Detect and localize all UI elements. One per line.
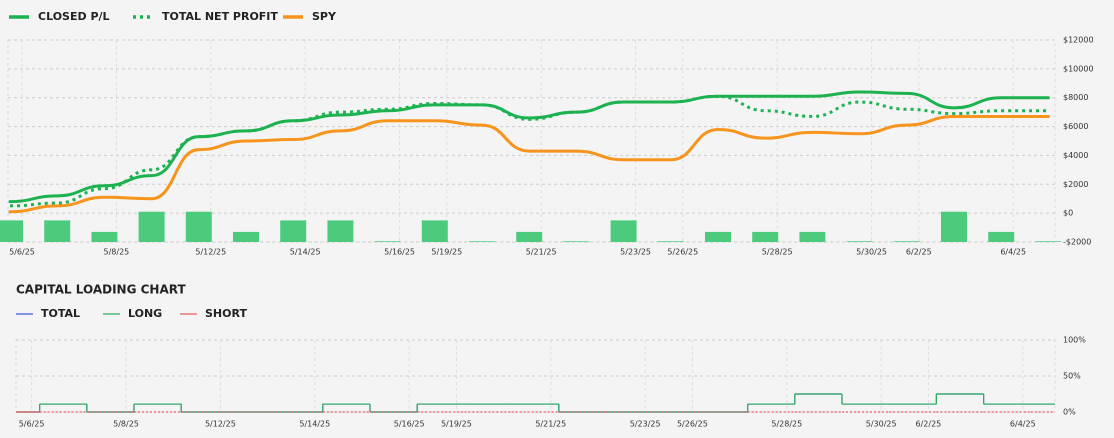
series-line — [9, 94, 1049, 208]
x-tick-label: 5/19/25 — [441, 420, 472, 429]
bar — [941, 211, 967, 242]
x-tick-label: 6/2/25 — [916, 420, 942, 429]
x-tick-label: 6/4/25 — [1010, 420, 1036, 429]
bar — [421, 220, 448, 242]
bar — [469, 241, 495, 242]
bar — [846, 241, 873, 242]
y-tick-label: 0% — [1063, 408, 1076, 417]
y-tick-label: $4000 — [1063, 151, 1088, 160]
legend-label: CLOSED P/L — [38, 10, 110, 23]
chart-title: CAPITAL LOADING CHART — [16, 283, 186, 297]
x-tick-label: 5/8/25 — [104, 248, 130, 257]
bar — [799, 231, 826, 242]
x-tick-label: 5/16/25 — [384, 248, 415, 257]
x-tick-label: 6/2/25 — [906, 248, 932, 257]
y-tick-label: $2000 — [1063, 180, 1088, 189]
y-tick-label: 50% — [1063, 372, 1081, 381]
x-tick-label: 5/6/25 — [19, 420, 45, 429]
series-line — [8, 114, 1050, 214]
x-tick-label: 5/30/25 — [866, 420, 897, 429]
x-tick-label: 5/12/25 — [195, 248, 226, 257]
x-tick-label: 5/8/25 — [113, 420, 139, 429]
x-tick-label: 5/12/25 — [205, 420, 236, 429]
bar — [563, 241, 590, 242]
x-tick-label: 5/6/25 — [9, 248, 35, 257]
legend-label: TOTAL NET PROFIT — [162, 10, 278, 23]
legend-label: SPY — [312, 10, 337, 23]
x-tick-label: 5/23/25 — [620, 248, 651, 257]
x-tick-label: 5/26/25 — [667, 248, 698, 257]
bar — [185, 211, 212, 242]
y-tick-label: $8000 — [1063, 93, 1088, 102]
bar — [657, 241, 684, 242]
x-tick-label: 5/19/25 — [431, 248, 462, 257]
x-tick-label: 5/23/25 — [630, 420, 661, 429]
legend-label: TOTAL — [41, 307, 80, 320]
x-tick-label: 5/16/25 — [394, 420, 425, 429]
y-tick-label: $6000 — [1063, 122, 1088, 131]
legend-label: SHORT — [205, 307, 247, 320]
x-tick-label: 5/14/25 — [299, 420, 330, 429]
x-tick-label: 5/21/25 — [526, 248, 557, 257]
bar — [610, 220, 637, 242]
bar — [893, 241, 920, 242]
x-tick-label: 5/21/25 — [535, 420, 566, 429]
x-tick-label: 5/26/25 — [677, 420, 708, 429]
x-tick-label: 6/4/25 — [1000, 248, 1026, 257]
y-tick-label: 100% — [1063, 336, 1086, 345]
bar — [1035, 241, 1062, 242]
bar — [374, 241, 401, 242]
bar — [988, 231, 1015, 242]
bar — [91, 231, 118, 242]
bar — [516, 231, 543, 242]
y-tick-label: $10000 — [1063, 64, 1094, 73]
x-tick-label: 5/28/25 — [762, 248, 793, 257]
bar — [705, 231, 731, 242]
bar — [233, 231, 259, 242]
bar — [752, 231, 779, 242]
legend-label: LONG — [128, 307, 162, 320]
x-tick-label: 5/30/25 — [856, 248, 887, 257]
bar — [327, 220, 354, 242]
y-tick-label: $12000 — [1063, 36, 1094, 45]
y-tick-label: $0 — [1063, 209, 1073, 218]
bar — [138, 211, 165, 242]
x-tick-label: 5/28/25 — [771, 420, 802, 429]
plot-area — [7, 39, 1056, 243]
bar — [280, 220, 307, 242]
x-tick-label: 5/14/25 — [290, 248, 321, 257]
bar — [44, 220, 71, 242]
y-tick-label: -$2000 — [1063, 238, 1091, 247]
bar — [0, 220, 23, 242]
